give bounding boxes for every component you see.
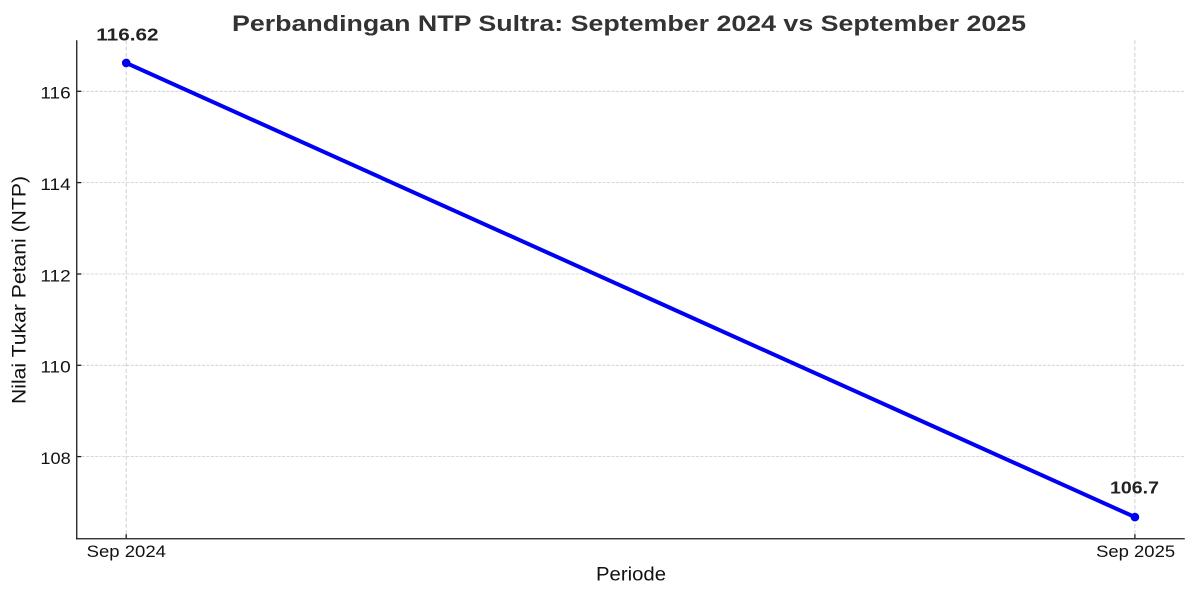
svg-text:108: 108 — [40, 449, 70, 468]
svg-text:Sep 2025: Sep 2025 — [1096, 542, 1175, 561]
svg-text:110: 110 — [40, 358, 70, 377]
svg-text:Sep 2024: Sep 2024 — [87, 542, 166, 561]
svg-text:Perbandingan NTP Sultra: Septe: Perbandingan NTP Sultra: September 2024 … — [232, 11, 1026, 36]
svg-text:112: 112 — [40, 266, 70, 285]
svg-text:106.7: 106.7 — [1110, 477, 1159, 497]
svg-text:116: 116 — [40, 84, 70, 103]
svg-text:116.62: 116.62 — [96, 25, 159, 45]
svg-text:Periode: Periode — [596, 564, 666, 586]
svg-text:114: 114 — [40, 175, 70, 194]
svg-text:Nilai Tukar Petani (NTP): Nilai Tukar Petani (NTP) — [9, 176, 31, 404]
